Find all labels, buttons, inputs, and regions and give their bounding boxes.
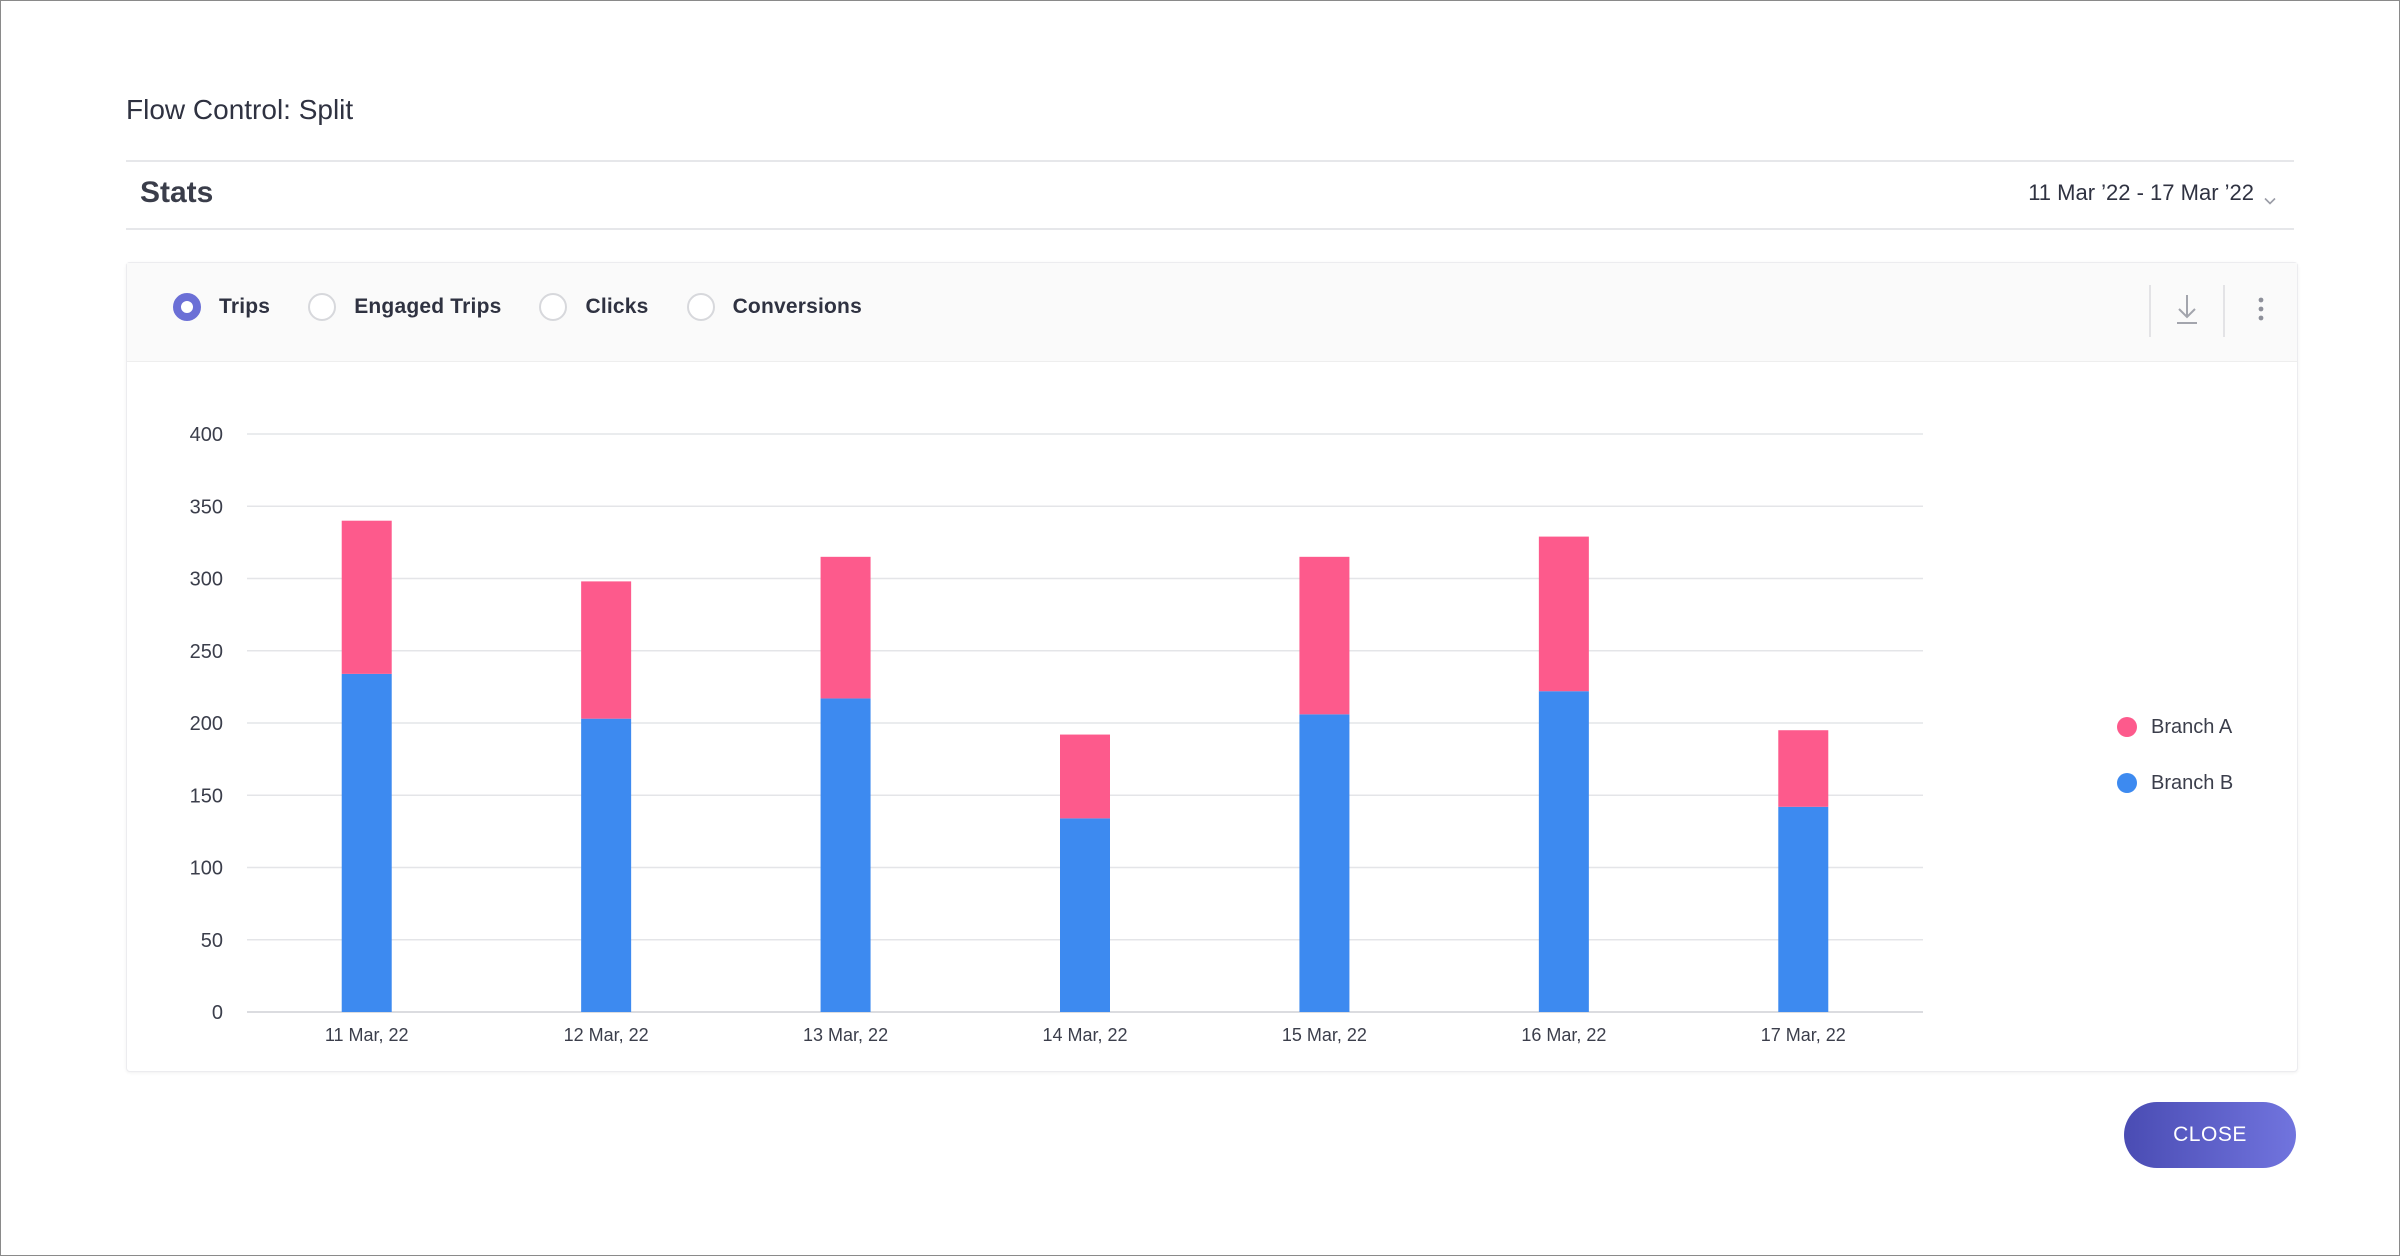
chart-legend: Branch A Branch B (2117, 699, 2233, 811)
x-tick-label: 15 Mar, 22 (1282, 1025, 1367, 1045)
radio-label: Engaged Trips (354, 295, 502, 318)
radio-unselected-icon (686, 293, 715, 321)
y-tick-label: 400 (190, 424, 223, 446)
stacked-bar-chart: 0 50 100 150 200 250 300 350 400 11 Mar, 22 12 Mar… (190, 424, 1923, 1045)
divider (2223, 285, 2225, 337)
x-tick-label: 12 Mar, 22 (564, 1025, 649, 1045)
modal-title: Flow Control: Split (126, 94, 354, 125)
more-vertical-icon (2257, 296, 2265, 327)
x-tick-label: 17 Mar, 22 (1761, 1025, 1846, 1045)
y-tick-label: 150 (190, 785, 223, 807)
download-button[interactable] (2151, 285, 2223, 337)
bar-branch-b (820, 698, 871, 1012)
legend-item-branch-a[interactable]: Branch A (2117, 699, 2233, 755)
x-tick-label: 14 Mar, 22 (1042, 1025, 1127, 1045)
radio-label: Conversions (732, 295, 862, 318)
bar-branch-b (1060, 818, 1110, 1012)
radio-label: Trips (219, 295, 271, 318)
bar-branch-a (581, 581, 632, 719)
legend-item-branch-b[interactable]: Branch B (2117, 755, 2233, 811)
stats-title: Stats (140, 176, 214, 209)
bar-branch-b (581, 718, 632, 1012)
divider (2149, 285, 2151, 337)
date-range-label: 11 Mar ’22 - 17 Mar ’22 (2028, 180, 2254, 205)
radio-label: Clicks (585, 295, 649, 318)
radio-selected-icon (173, 293, 201, 321)
x-tick-label: 13 Mar, 22 (803, 1025, 888, 1045)
radio-trips[interactable]: Trips (173, 293, 270, 321)
x-tick-label: 16 Mar, 22 (1521, 1025, 1606, 1045)
stats-card: Trips Engaged Trips Clicks Conversions (126, 262, 2298, 1072)
bar-branch-b (341, 673, 392, 1012)
bar-branch-a (1538, 536, 1589, 692)
bar-branch-a (1299, 556, 1350, 715)
more-options-button[interactable] (2225, 285, 2297, 337)
radio-conversions[interactable]: Conversions (686, 293, 862, 321)
radio-unselected-icon (539, 293, 568, 321)
bar-branch-b (1778, 806, 1829, 1012)
legend-label: Branch B (2151, 771, 2234, 794)
y-tick-label: 100 (190, 858, 223, 880)
legend-swatch-icon (2117, 773, 2137, 793)
y-tick-label: 250 (190, 641, 223, 663)
bar-branch-b (1538, 691, 1589, 1012)
bar-branch-a (341, 520, 392, 674)
chevron-down-icon (2264, 187, 2276, 205)
x-tick-label: 11 Mar, 22 (325, 1025, 409, 1045)
metric-radio-group: Trips Engaged Trips Clicks Conversions (173, 293, 900, 321)
close-button[interactable]: CLOSE (2124, 1102, 2296, 1168)
y-tick-label: 50 (201, 930, 223, 952)
radio-clicks[interactable]: Clicks (539, 293, 648, 321)
y-tick-label: 0 (212, 1002, 223, 1024)
radio-unselected-icon (308, 293, 337, 321)
date-range-picker[interactable]: 11 Mar ’22 - 17 Mar ’22 (2028, 180, 2276, 206)
legend-label: Branch A (2151, 715, 2233, 738)
bar-branch-a (820, 556, 871, 699)
bar-branch-a (1060, 734, 1110, 819)
stats-header: Stats 11 Mar ’22 - 17 Mar ’22 (126, 160, 2294, 230)
y-tick-label: 350 (190, 496, 223, 518)
card-toolbar: Trips Engaged Trips Clicks Conversions (127, 263, 2297, 362)
y-tick-label: 200 (190, 713, 223, 735)
bar-branch-a (1778, 730, 1829, 807)
y-tick-label: 300 (190, 569, 223, 591)
toolbar-actions (2149, 285, 2297, 337)
legend-swatch-icon (2117, 717, 2137, 737)
bar-branch-b (1299, 714, 1350, 1012)
radio-engaged-trips[interactable]: Engaged Trips (308, 293, 501, 321)
download-icon (2174, 292, 2200, 331)
